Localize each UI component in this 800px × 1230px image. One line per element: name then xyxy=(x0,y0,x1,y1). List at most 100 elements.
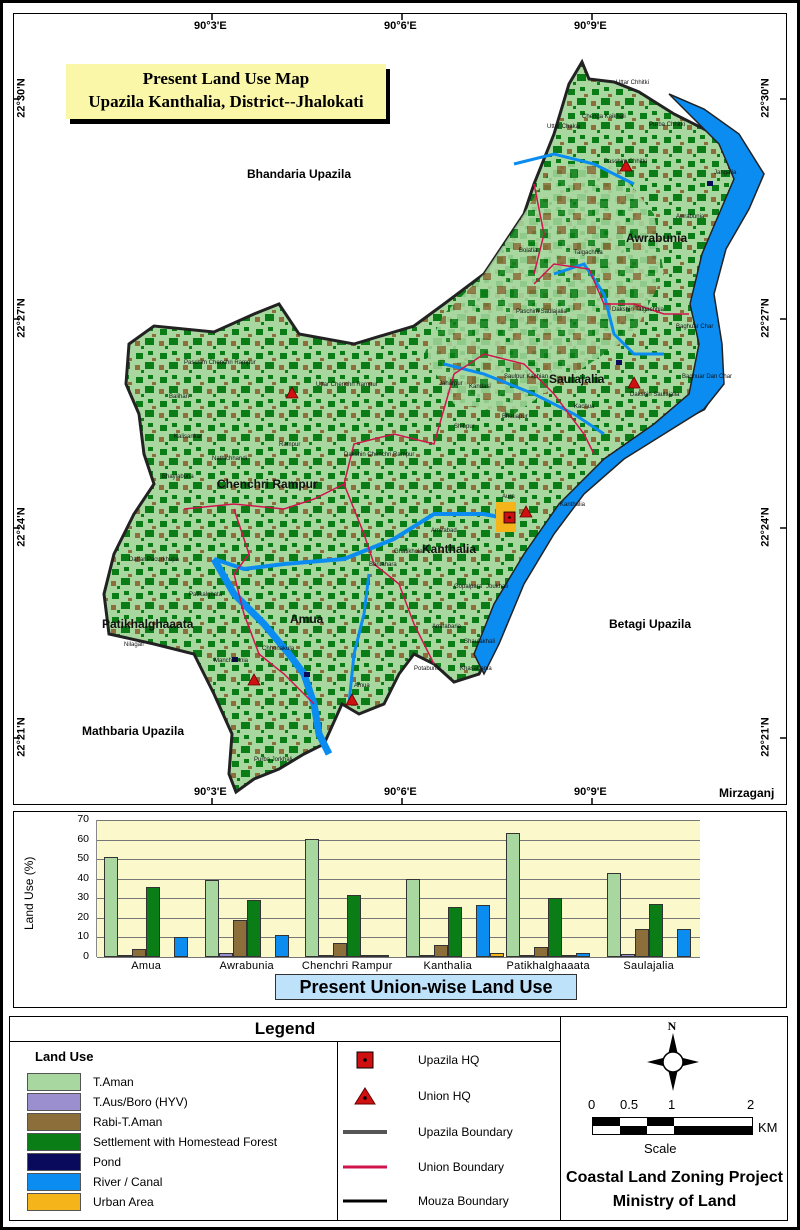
mouza-label: Paschim Chhitki xyxy=(604,159,648,165)
swatch xyxy=(27,1073,81,1091)
lat-left-3: 22°24'N xyxy=(15,507,28,547)
mouza-label: Dakshin Saulajalia xyxy=(630,392,680,398)
chart-bar xyxy=(204,879,219,957)
mouza-label: Kanthalia xyxy=(560,502,586,508)
lon-bottom-3: 90°9'E xyxy=(574,786,607,798)
mouza-label: Kandasi xyxy=(469,384,491,390)
mouza-label: Jaharpur xyxy=(439,381,463,387)
chart-bar xyxy=(520,955,534,957)
legend-label: Upazila HQ xyxy=(418,1053,480,1067)
legend-title: Legend xyxy=(10,1017,560,1042)
union-label-patikhalghaaata: Patikhalghaaata xyxy=(102,617,194,631)
y-tick-label: 50 xyxy=(77,852,89,865)
lat-left-1: 22°30'N xyxy=(15,78,28,118)
mouza-label: Uttar Chhitki xyxy=(616,80,650,86)
gridline xyxy=(97,917,700,919)
chart-bar xyxy=(576,953,590,957)
land-use-chart: Land Use (%) 0 10 20 30 40 50 60 70 Present Uni… xyxy=(13,811,787,1008)
swatch xyxy=(27,1173,81,1191)
mouza-label: Ghatikhola xyxy=(394,549,423,555)
mouza-label: Bantahara xyxy=(369,562,397,568)
lon-top-2: 90°6'E xyxy=(384,20,417,32)
union-label-saulajalia: Saulajalia xyxy=(549,372,605,386)
credit-project: Coastal Land Zoning Project xyxy=(566,1169,783,1186)
lat-left-4: 22°21'N xyxy=(15,717,28,757)
legend-item-t-aman: T.Aman xyxy=(27,1072,134,1092)
x-category-label: Amua xyxy=(131,960,162,972)
chart-bar xyxy=(475,905,490,957)
gridline xyxy=(97,820,700,821)
legend-divider xyxy=(337,1041,338,1220)
x-category-label: Patikhalghaaata xyxy=(506,960,590,972)
union-label-awrabunia: Awrabunia xyxy=(626,231,688,245)
legend-label: Union Boundary xyxy=(418,1160,505,1174)
mouza-label: Chhonakula xyxy=(262,646,295,652)
mouza-label: Bhaylabuna xyxy=(162,474,194,480)
chart-y-axis-label: Land Use (%) xyxy=(22,856,36,930)
chart-bar xyxy=(104,857,118,957)
scale-tick-0-5: 0.5 xyxy=(620,1097,639,1112)
chart-bar xyxy=(489,953,504,957)
mouza-label: Amirabaria xyxy=(432,624,462,630)
mouza-label: Bolatia xyxy=(519,248,538,254)
mouza-label: Amirabad xyxy=(431,528,457,534)
y-tick-label: 60 xyxy=(77,832,89,845)
legend-item-settlement: Settlement with Homestead Forest xyxy=(27,1132,277,1152)
y-tick-label: 70 xyxy=(77,813,89,825)
map-title: Present Land Use Map Upazila Kanthalia, … xyxy=(66,64,386,119)
mouza-label: Jangalia xyxy=(714,170,737,176)
chart-bar xyxy=(419,955,434,957)
neighbor-north: Bhandaria Upazila xyxy=(247,167,352,181)
y-tick-label: 20 xyxy=(77,910,89,923)
scale-label: Scale xyxy=(644,1141,677,1156)
chart-bar xyxy=(246,900,261,957)
north-label: N xyxy=(667,1019,677,1033)
mouza-label: Nilagail xyxy=(124,642,144,648)
swatch xyxy=(27,1153,81,1171)
union-label-kanthalia: Kanthalia xyxy=(422,542,477,556)
chart-bar xyxy=(319,955,333,957)
legend-item-urban-area: Urban Area xyxy=(27,1192,154,1212)
chart-plot-area: 0 10 20 30 40 50 60 70 xyxy=(77,813,700,962)
lon-top-3: 90°9'E xyxy=(574,20,607,32)
neighbor-southeast: Mirzaganj xyxy=(719,786,775,800)
swatch xyxy=(27,1093,81,1111)
upazila-map xyxy=(14,14,786,804)
y-tick-label: 0 xyxy=(83,950,89,962)
legend-item-rabi-t-aman: Rabi-T.Aman xyxy=(27,1112,162,1132)
legend-item-t-aus-boro: T.Aus/Boro (HYV) xyxy=(27,1092,188,1112)
map-frame: Present Land Use Map Upazila Kanthalia, … xyxy=(13,13,787,805)
lat-right-1: 22°30'N xyxy=(759,78,772,118)
legend-label: T.Aus/Boro (HYV) xyxy=(93,1095,188,1109)
scale-tick-0: 0 xyxy=(588,1097,596,1112)
chart-bar xyxy=(562,955,576,957)
y-tick-label: 40 xyxy=(77,871,89,884)
mouza-label: Uttar Chenchri Rampur xyxy=(316,382,378,388)
chart-bar xyxy=(232,919,247,957)
x-category-label: Chenchri Rampur xyxy=(301,960,393,972)
swatch xyxy=(27,1113,81,1131)
mouza-label: Patikalghata xyxy=(189,592,223,598)
mouza-label: Shaulakhali xyxy=(464,639,496,645)
chart-bar xyxy=(274,935,289,957)
legend-item-river-canal: River / Canal xyxy=(27,1172,162,1192)
neighbor-east: Betagi Upazila xyxy=(609,617,692,631)
mouza-label: Rampur xyxy=(279,442,301,448)
mouza-label: Gopalpara xyxy=(454,584,483,590)
mouza-label: Khasabania xyxy=(460,666,492,672)
scale-tick-1: 1 xyxy=(668,1097,676,1112)
scale-unit: KM xyxy=(758,1120,778,1135)
union-label-amua: Amua xyxy=(290,612,324,626)
legend-divider xyxy=(560,1017,561,1220)
credit-ministry: Ministry of Land xyxy=(612,1193,737,1210)
chart-bar xyxy=(174,937,188,957)
chart-bar xyxy=(534,947,548,957)
lon-top-1: 90°3'E xyxy=(194,20,227,32)
y-tick-label: 10 xyxy=(77,930,89,943)
chart-bar xyxy=(447,907,462,957)
legend-item-pond: Pond xyxy=(27,1152,121,1172)
chart-bar xyxy=(218,953,233,957)
legend-item-union-hq: Union HQ xyxy=(340,1086,471,1106)
mouza-label: Joukhali xyxy=(486,584,509,590)
